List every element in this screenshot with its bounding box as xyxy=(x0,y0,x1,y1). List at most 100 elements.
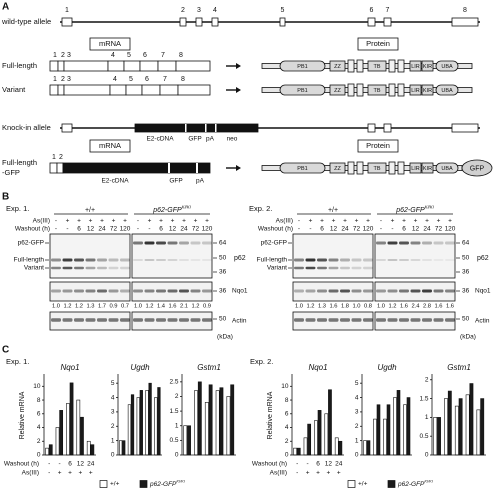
label: Variant xyxy=(24,265,44,272)
label: - xyxy=(296,461,298,468)
bar xyxy=(59,410,64,456)
domain xyxy=(367,84,387,96)
label: - xyxy=(55,218,57,225)
domain xyxy=(421,60,434,72)
bar xyxy=(444,398,448,456)
band xyxy=(294,289,304,293)
bar xyxy=(86,440,91,456)
label: 1.7 xyxy=(98,304,106,310)
label: 1.2 xyxy=(63,304,71,310)
band xyxy=(62,289,73,293)
label: + xyxy=(66,218,70,225)
mrna-exon xyxy=(141,84,161,96)
exon xyxy=(451,123,479,133)
band xyxy=(445,241,455,245)
label: + xyxy=(316,470,320,477)
label: 0 xyxy=(425,452,429,459)
mrna-exon xyxy=(177,84,211,96)
label: +/+ xyxy=(358,481,368,488)
label: + xyxy=(77,218,81,225)
label: 36 xyxy=(219,269,227,276)
band xyxy=(190,289,201,293)
label: LIR xyxy=(411,166,420,172)
label: - xyxy=(380,226,382,233)
bar xyxy=(293,447,297,456)
label: 10 xyxy=(281,383,289,390)
mrna-exon xyxy=(49,162,58,174)
bar xyxy=(136,397,140,456)
label: - xyxy=(48,470,50,477)
label: 2 xyxy=(285,438,289,445)
bar xyxy=(393,397,397,456)
label: ZZ xyxy=(334,64,341,70)
label: + xyxy=(306,470,310,477)
label: Washout (h) xyxy=(15,226,50,233)
mrna-cassette xyxy=(62,162,211,174)
domain xyxy=(356,161,364,175)
label: 2.8 xyxy=(423,304,431,310)
bar xyxy=(55,427,60,456)
mrna-exon xyxy=(63,60,109,72)
domain xyxy=(397,161,405,175)
exon xyxy=(367,17,376,27)
label: 4 xyxy=(113,76,117,83)
label: 6 xyxy=(145,76,149,83)
label: 6 xyxy=(320,226,324,233)
band xyxy=(51,258,61,262)
band xyxy=(317,258,327,262)
label: 0.9 xyxy=(109,304,117,310)
label: Exp. 2. xyxy=(250,357,273,366)
label: 2.4 xyxy=(411,304,420,310)
band xyxy=(167,259,178,261)
band xyxy=(328,258,339,262)
band xyxy=(51,266,61,270)
band xyxy=(433,289,444,293)
bar xyxy=(139,390,143,456)
band xyxy=(202,241,212,245)
bar xyxy=(296,447,301,456)
label: 1.6 xyxy=(434,304,442,310)
bar xyxy=(363,440,367,456)
domain xyxy=(356,59,364,73)
band xyxy=(179,318,189,322)
label: 1.8 xyxy=(341,304,349,310)
label: -GFP xyxy=(2,168,20,177)
band xyxy=(433,318,444,322)
label: 1 xyxy=(355,437,359,444)
label: 120 xyxy=(363,226,374,233)
bar xyxy=(476,409,481,456)
blot xyxy=(49,233,131,279)
label: - xyxy=(148,226,150,233)
cassette-divider xyxy=(185,124,187,132)
label: 12 xyxy=(87,226,95,233)
exon xyxy=(383,123,392,133)
label: + xyxy=(309,218,313,225)
label: 1 xyxy=(53,76,57,83)
label: Variant xyxy=(2,85,26,94)
bar xyxy=(69,382,74,456)
band xyxy=(97,258,107,262)
arrow-head xyxy=(236,87,241,93)
label: Actin xyxy=(475,318,490,325)
label: 72 xyxy=(110,226,118,233)
band xyxy=(202,259,212,261)
label: Nqo1 xyxy=(308,363,327,372)
mrna-exon xyxy=(175,60,211,72)
header-box xyxy=(89,37,131,51)
label: 5 xyxy=(111,380,115,387)
band xyxy=(363,258,373,262)
blot xyxy=(374,233,456,279)
label: ZZ xyxy=(334,166,341,172)
band xyxy=(85,289,96,293)
arrow-head xyxy=(236,63,241,69)
band xyxy=(376,318,386,322)
domain xyxy=(435,162,459,174)
bar xyxy=(458,398,463,456)
bar xyxy=(303,437,308,456)
label: UBA xyxy=(441,166,453,172)
mrna-exon xyxy=(157,60,177,72)
band xyxy=(433,259,444,261)
band xyxy=(387,318,398,322)
label: 6 xyxy=(285,411,289,418)
label: 36 xyxy=(462,288,470,295)
